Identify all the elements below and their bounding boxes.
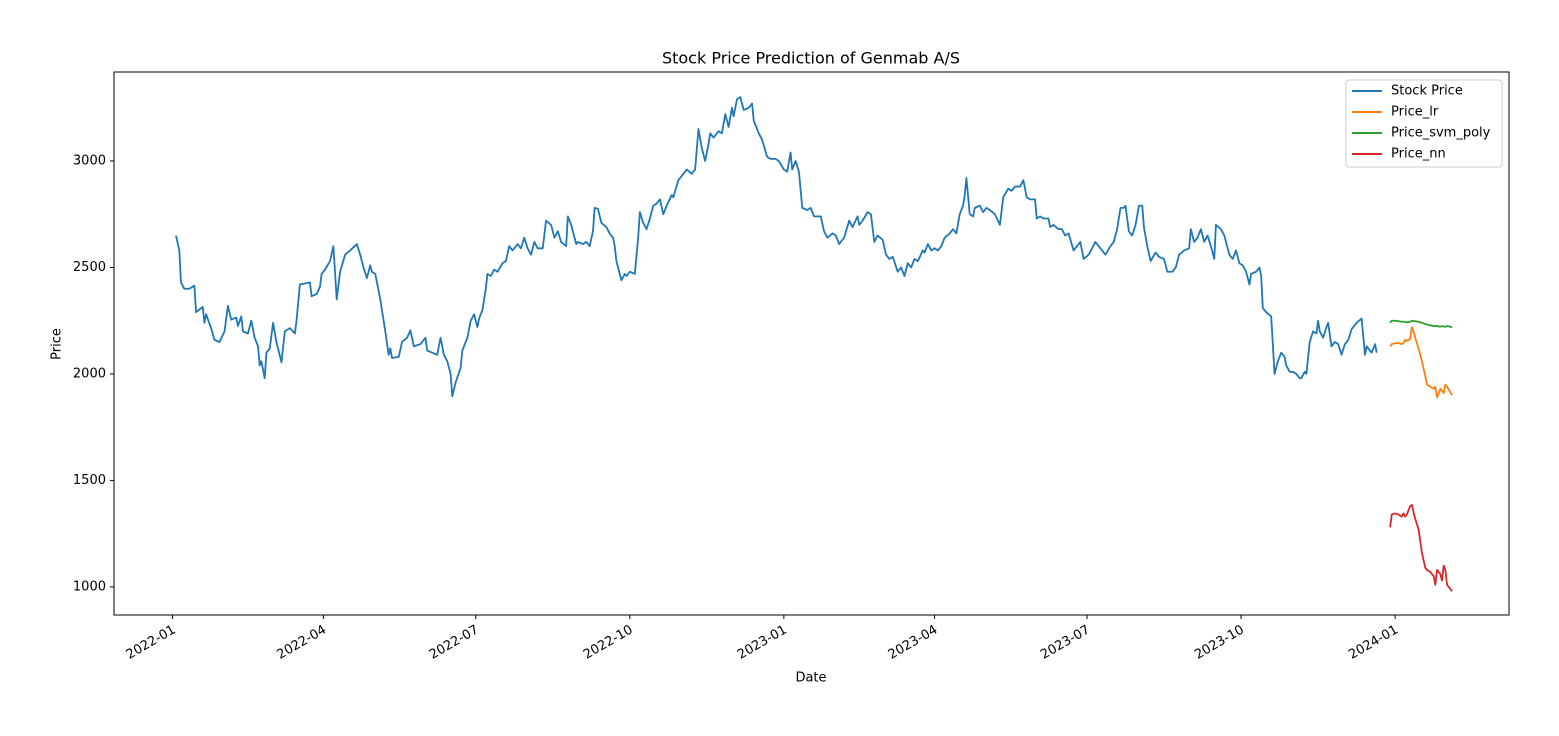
legend-box	[1345, 79, 1503, 168]
legend-label: Stock Price	[1391, 84, 1463, 99]
legend-label: Price_svm_poly	[1391, 126, 1491, 141]
series-line	[1389, 326, 1453, 399]
chart-title: Stock Price Prediction of Genmab A/S	[662, 49, 960, 68]
y-tick-label: 1000	[73, 579, 106, 594]
y-axis-label: Price	[50, 328, 65, 360]
y-tick-label: 2500	[73, 260, 106, 275]
series-line	[175, 96, 1378, 398]
legend-label: Price_lr	[1391, 105, 1439, 120]
legend-label: Price_nn	[1391, 147, 1446, 162]
x-axis-label: Date	[795, 671, 826, 686]
y-tick-label: 2000	[73, 366, 106, 381]
y-tick-label: 3000	[73, 154, 106, 169]
series-line	[1389, 319, 1453, 328]
plot-frame	[113, 71, 1510, 616]
y-tick-label: 1500	[73, 473, 106, 488]
series-line	[1389, 504, 1453, 592]
